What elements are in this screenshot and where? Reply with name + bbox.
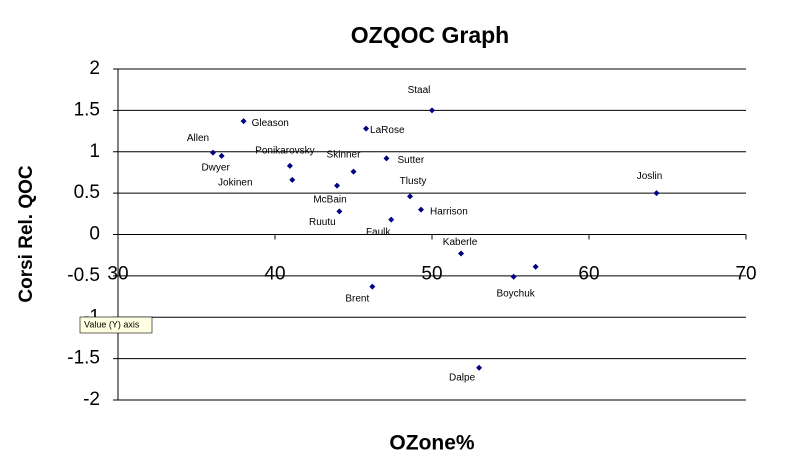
- point-label: Skinner: [327, 149, 362, 160]
- point-label: Joslin: [637, 171, 663, 182]
- point-label: Allen: [187, 133, 209, 144]
- point: [334, 182, 341, 189]
- tooltip: Value (Y) axis: [84, 319, 140, 329]
- point: [510, 273, 517, 280]
- y-tick-label: -2: [83, 389, 100, 410]
- point-label: Jokinen: [218, 178, 252, 189]
- point-label: Ruutu: [309, 217, 336, 228]
- y-tick-label: 2: [89, 58, 100, 79]
- point: [407, 193, 414, 200]
- x-tick-label: 70: [735, 264, 756, 285]
- point: [429, 107, 435, 114]
- point-label: Dwyer: [201, 163, 230, 174]
- y-tick-label: 1.5: [74, 99, 100, 120]
- point: [286, 162, 293, 169]
- point: [209, 149, 216, 156]
- point: [336, 208, 343, 215]
- point: [350, 168, 357, 175]
- point: [418, 206, 425, 213]
- point: [383, 155, 390, 162]
- point-label: LaRose: [370, 125, 405, 136]
- point-label: Tlusty: [400, 176, 427, 187]
- point-label: Dalpe: [449, 372, 476, 383]
- point: [532, 263, 539, 270]
- y-tick-label: 1: [89, 141, 100, 162]
- y-tick-label: -0.5: [67, 265, 100, 286]
- point: [289, 176, 296, 183]
- point-label: Ponikarovsky: [255, 145, 314, 156]
- point-label: Brent: [345, 293, 369, 304]
- point-label: Staal: [408, 85, 431, 96]
- point-label: Boychuk: [496, 288, 535, 299]
- tooltip-box: [79, 316, 153, 334]
- y-tick-label: 0.5: [74, 182, 100, 203]
- x-tick-label: 60: [578, 264, 599, 285]
- point: [369, 283, 376, 290]
- point-label: Harrison: [430, 206, 468, 217]
- point: [458, 250, 465, 257]
- point-label: Gleason: [252, 118, 289, 129]
- x-axis-label: OZone%: [389, 432, 474, 455]
- point: [476, 364, 483, 371]
- point: [240, 118, 247, 125]
- y-axis-label: Corsi Rel. QOC: [16, 165, 37, 303]
- chart-title: OZQOC Graph: [351, 22, 509, 48]
- point-label: McBain: [313, 194, 346, 205]
- point: [363, 125, 370, 132]
- point-label: Faulk: [366, 227, 391, 238]
- y-tick-label: 0: [89, 224, 100, 245]
- point: [218, 152, 225, 159]
- point: [388, 216, 395, 223]
- x-tick-label: 50: [421, 264, 442, 285]
- point: [653, 190, 660, 197]
- point-label: Kaberle: [443, 237, 478, 248]
- x-tick-label: 30: [107, 264, 128, 285]
- x-tick-label: 40: [264, 264, 285, 285]
- point-label: Sutter: [397, 155, 424, 166]
- y-tick-label: -1.5: [67, 348, 100, 369]
